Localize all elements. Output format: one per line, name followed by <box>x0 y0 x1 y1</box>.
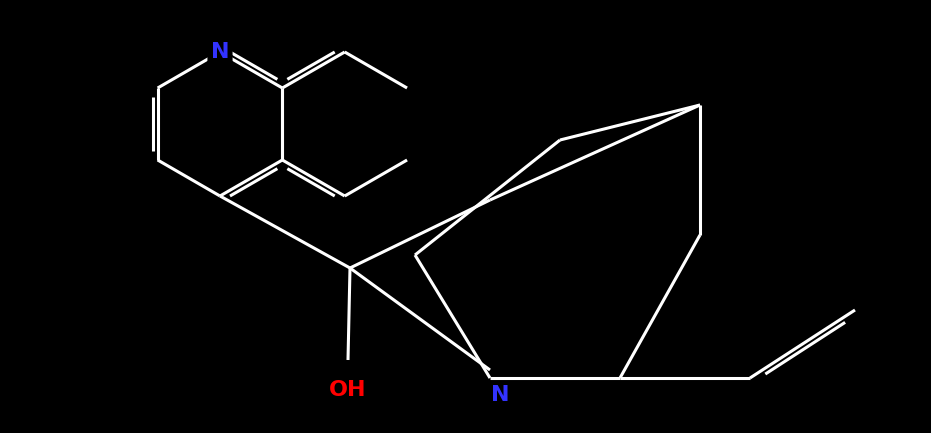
Text: OH: OH <box>330 380 367 400</box>
Text: N: N <box>491 385 509 405</box>
Text: N: N <box>210 42 229 62</box>
